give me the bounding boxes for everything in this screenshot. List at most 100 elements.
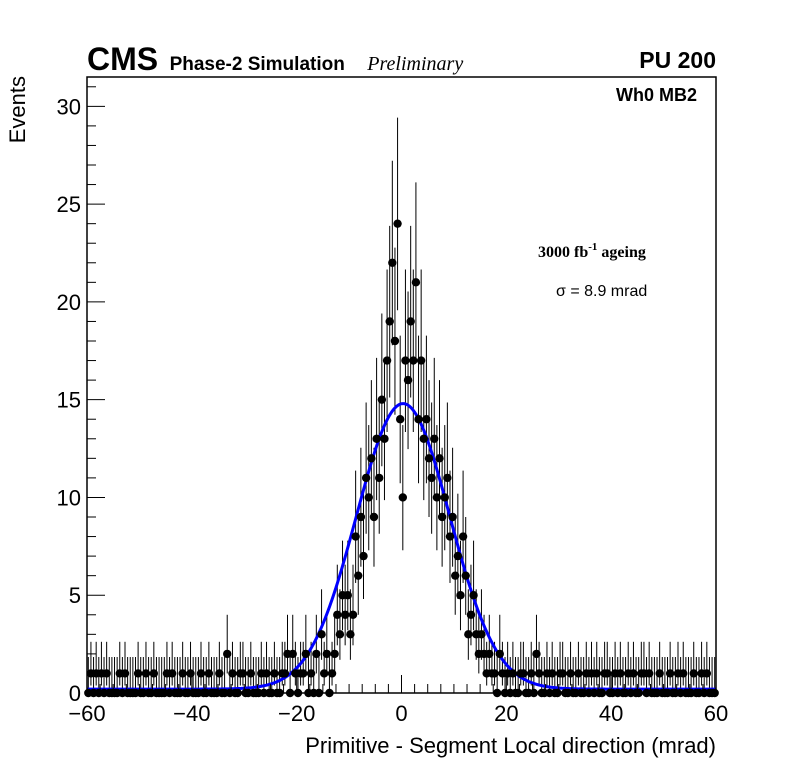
data-point: [461, 571, 470, 580]
data-point: [343, 591, 352, 600]
fit-curve: [87, 402, 716, 691]
data-point: [141, 669, 151, 678]
data-point: [443, 473, 452, 483]
data-point: [519, 669, 528, 678]
data-point: [299, 669, 308, 678]
data-point: [390, 336, 400, 346]
data-point: [644, 669, 654, 678]
data-point: [414, 415, 423, 424]
ageing-exponent: -1: [588, 241, 597, 253]
data-point: [477, 630, 486, 639]
simulation-label: Phase-2 Simulation: [170, 54, 345, 75]
data-point: [333, 610, 342, 619]
data-point: [616, 669, 625, 678]
x-tick-label: 20: [494, 701, 518, 726]
data-point: [566, 669, 575, 678]
data-point: [228, 669, 237, 678]
data-point: [689, 669, 698, 678]
data-point: [574, 669, 583, 678]
axis-tick-labels: −60 −40 −20 0 20 40 60 0 5 10 15 20 25 30: [57, 94, 729, 726]
data-point: [348, 610, 358, 619]
data-point: [393, 219, 402, 228]
x-tick-label: −20: [278, 701, 315, 726]
data-point: [306, 669, 316, 678]
data-point: [702, 669, 712, 678]
data-point: [361, 473, 371, 483]
x-tick-label: −60: [68, 701, 105, 726]
data-point: [385, 317, 394, 326]
data-point: [448, 512, 457, 522]
x-tick-label: 40: [599, 701, 623, 726]
data-point: [238, 669, 248, 678]
data-point: [351, 532, 360, 541]
y-tick-label: 30: [57, 94, 81, 119]
data-point: [427, 473, 436, 483]
y-tick-label: 20: [57, 290, 81, 315]
data-point: [186, 669, 195, 678]
data-point: [167, 669, 177, 678]
cms-header: CMS Phase-2 Simulation Preliminary: [87, 41, 463, 77]
data-point: [301, 649, 311, 659]
data-point: [629, 669, 638, 678]
data-point: [432, 493, 442, 502]
data-point: [534, 669, 544, 678]
data-point: [411, 278, 421, 287]
data-points: [84, 219, 719, 698]
data-point: [380, 434, 389, 443]
data-point: [469, 591, 478, 600]
data-point: [335, 630, 345, 639]
data-point: [372, 434, 381, 443]
data-point: [435, 454, 444, 463]
data-point: [346, 630, 355, 639]
data-point: [532, 649, 541, 659]
data-point: [102, 669, 111, 678]
status-label: Preliminary: [366, 53, 463, 75]
ageing-prefix: 3000 fb: [538, 244, 588, 261]
data-point: [369, 512, 379, 522]
data-point: [375, 473, 384, 483]
data-point: [382, 356, 392, 365]
axis-ticks: [86, 86, 717, 694]
y-tick-label: 5: [69, 583, 81, 608]
y-tick-label: 15: [57, 388, 81, 413]
data-point: [453, 551, 463, 561]
pileup-label: PU 200: [639, 47, 716, 73]
y-axis-label: Events: [5, 76, 30, 143]
data-point: [364, 493, 373, 502]
data-point: [149, 669, 159, 678]
y-tick-label: 25: [57, 192, 81, 217]
y-tick-label: 10: [57, 485, 81, 510]
data-point: [120, 669, 130, 678]
data-point: [246, 669, 256, 678]
data-point: [319, 669, 329, 678]
data-point: [330, 649, 339, 659]
data-point: [178, 669, 187, 678]
data-point: [422, 415, 431, 424]
ageing-suffix: ageing: [597, 244, 645, 261]
data-point: [464, 630, 473, 639]
y-tick-label: 0: [69, 681, 81, 706]
data-point: [665, 669, 675, 678]
data-point: [280, 669, 290, 678]
data-point: [409, 356, 418, 365]
x-tick-label: 0: [395, 701, 407, 726]
data-point: [354, 571, 363, 580]
data-point: [558, 669, 567, 678]
cms-logo: CMS: [87, 41, 158, 77]
data-point: [377, 395, 387, 404]
data-point: [547, 669, 557, 678]
data-point: [495, 649, 504, 659]
data-point: [133, 669, 143, 678]
data-point: [395, 415, 405, 424]
data-point: [466, 610, 476, 619]
data-point: [416, 356, 426, 365]
ageing-label: 3000 fb-1 ageing: [538, 241, 646, 261]
data-point: [327, 669, 337, 678]
data-point: [592, 669, 601, 678]
data-point: [419, 434, 428, 443]
data-point: [485, 649, 494, 659]
data-point: [317, 630, 326, 639]
data-point: [398, 493, 408, 502]
data-point: [196, 669, 206, 678]
